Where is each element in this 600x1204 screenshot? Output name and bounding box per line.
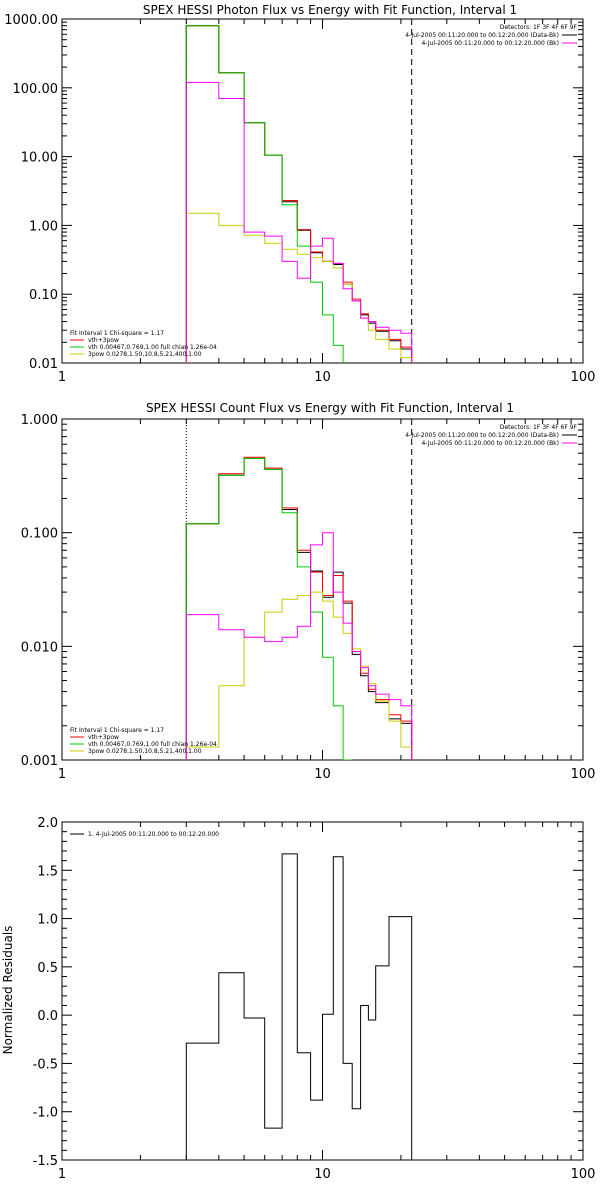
x-tick-label: 100: [571, 370, 596, 385]
y-tick-label: 1000.00: [4, 13, 58, 28]
legend-tr-entry-1: 4-Jul-2005 00:11:20.000 to 00:12:20.000 …: [421, 440, 559, 447]
legend-bl-entry-0: vth+3pow: [88, 734, 119, 741]
y-tick-label: 1.00: [29, 219, 58, 234]
y-tick-label: -0.5: [33, 1057, 58, 1072]
x-tick-label: 100: [571, 767, 596, 782]
y-tick-label: 10.00: [21, 151, 58, 166]
legend-tr-entry-0: 4-Jul-2005 00:11:20.000 to 00:12:20.000 …: [405, 32, 559, 39]
y-tick-label: 1.0: [37, 913, 58, 928]
residuals-ylabel: Normalized Residuals: [1, 926, 15, 1055]
y-tick-label: -1.0: [33, 1106, 58, 1121]
series-0-line: [185, 25, 413, 363]
y-tick-label: 100.00: [13, 82, 59, 97]
x-tick-label: 1: [58, 370, 66, 385]
y-tick-label: 0.5: [37, 961, 58, 976]
fit-interval-label: Fit Interval 1 Chi-square = 1.17: [70, 330, 164, 337]
x-tick-label: 10: [314, 767, 331, 782]
y-tick-label: 0.001: [21, 754, 58, 769]
legend-bl-entry-2: 3pow 0.0278,1.50,10.8,5.21,400,1.00: [88, 748, 202, 755]
plot-frame: [61, 821, 584, 1161]
series-1-line: [185, 25, 413, 363]
y-tick-label: 1.5: [37, 864, 58, 879]
photon-flux-title: SPEX HESSI Photon Flux vs Energy with Fi…: [143, 3, 517, 17]
x-tick-label: 10: [314, 370, 331, 385]
legend-bl-entry-1: vth 0.00467,0.769,1.00 full chian 1.26e-…: [88, 344, 217, 351]
y-tick-label: 0.01: [29, 357, 58, 372]
series-group: [185, 25, 413, 363]
series-group: [185, 456, 413, 760]
series-4-line: [185, 532, 413, 760]
y-tick-label: -1.5: [33, 1154, 58, 1169]
y-tick-label: 0.100: [21, 527, 58, 542]
series-2-line: [185, 457, 353, 760]
legend-bl-entry-2: 3pow 0.0278,1.50,10.8,5.21,400,1.00: [88, 351, 202, 358]
legend-bl-entry-1: vth 0.00467,0.769,1.00 full chian 1.26e-…: [88, 741, 217, 748]
y-tick-label: 0.010: [21, 640, 58, 655]
x-tick-label: 1: [58, 1167, 66, 1182]
legend-tr-entry-0: 4-Jul-2005 00:11:20.000 to 00:12:20.000 …: [405, 432, 559, 439]
residuals-panel: Normalized Residuals 1 10 100 -1.5 -1.0 -0.5 0…: [1, 816, 595, 1182]
legend-bl-entry-0: vth+3pow: [88, 337, 119, 344]
series-4-line: [185, 81, 413, 363]
x-tick-label: 100: [571, 1167, 596, 1182]
y-tick-label: 2.0: [37, 816, 58, 831]
series-0-line: [185, 853, 413, 1160]
series-3-line: [185, 591, 413, 760]
series-3-line: [185, 212, 413, 363]
series-1-line: [185, 456, 413, 760]
series-group: [185, 853, 413, 1160]
x-tick-label: 10: [314, 1167, 331, 1182]
detectors-label: Detectors: 1F 3F 4F 6F 9F: [500, 424, 578, 431]
detectors-label: Detectors: 1F 3F 4F 6F 9F: [500, 24, 578, 31]
y-tick-label: 0.0: [37, 1009, 58, 1024]
fit-interval-label: Fit Interval 1 Chi-square = 1.17: [70, 727, 164, 734]
series-0-line: [185, 457, 413, 760]
count-flux-title: SPEX HESSI Count Flux vs Energy with Fit…: [146, 401, 514, 415]
photon-flux-panel: SPEX HESSI Photon Flux vs Energy with Fi…: [4, 3, 595, 385]
y-tick-label: 0.10: [29, 288, 58, 303]
x-tick-label: 1: [58, 767, 66, 782]
y-tick-label: 1.000: [21, 413, 58, 428]
count-flux-panel: SPEX HESSI Count Flux vs Energy with Fit…: [21, 401, 596, 782]
legend-tr-entry-1: 4-Jul-2005 00:11:20.000 to 00:12:20.000 …: [421, 40, 559, 47]
legend-tl-entry-0: 1. 4-Jul-2005 00:11:20.000 to 00:12:20.0…: [88, 831, 219, 838]
series-2-line: [185, 25, 362, 363]
